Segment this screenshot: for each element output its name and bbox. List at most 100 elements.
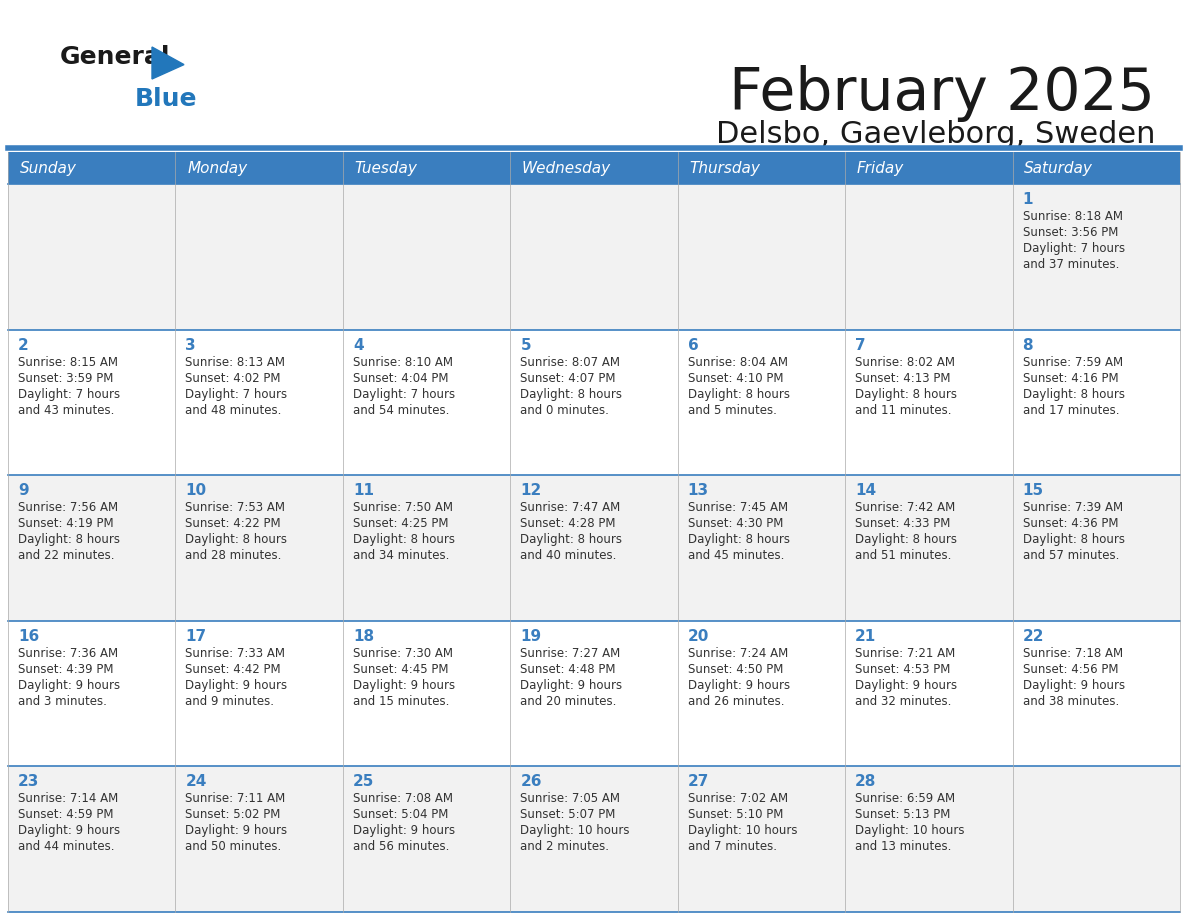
Text: and 45 minutes.: and 45 minutes. <box>688 549 784 562</box>
Text: Friday: Friday <box>857 161 904 175</box>
Text: Sunrise: 8:18 AM: Sunrise: 8:18 AM <box>1023 210 1123 223</box>
Text: 16: 16 <box>18 629 39 644</box>
Text: Sunset: 4:19 PM: Sunset: 4:19 PM <box>18 517 114 531</box>
Bar <box>1012 621 1180 767</box>
Polygon shape <box>152 47 184 79</box>
Bar <box>176 476 343 621</box>
Bar <box>677 152 845 184</box>
Text: Sunrise: 7:02 AM: Sunrise: 7:02 AM <box>688 792 788 805</box>
Text: Sunrise: 8:07 AM: Sunrise: 8:07 AM <box>520 355 620 369</box>
Bar <box>845 152 1012 184</box>
Bar <box>511 476 677 621</box>
Bar <box>511 621 677 767</box>
Text: Daylight: 9 hours: Daylight: 9 hours <box>688 678 790 692</box>
Text: and 5 minutes.: and 5 minutes. <box>688 404 777 417</box>
Text: Saturday: Saturday <box>1024 161 1093 175</box>
Text: Blue: Blue <box>135 87 197 111</box>
Text: Sunset: 4:28 PM: Sunset: 4:28 PM <box>520 517 615 531</box>
Bar <box>511 184 677 330</box>
Bar <box>343 152 511 184</box>
Text: Sunrise: 7:56 AM: Sunrise: 7:56 AM <box>18 501 118 514</box>
Text: Sunset: 4:30 PM: Sunset: 4:30 PM <box>688 517 783 531</box>
Text: Daylight: 8 hours: Daylight: 8 hours <box>520 533 623 546</box>
Text: and 38 minutes.: and 38 minutes. <box>1023 695 1119 708</box>
Bar <box>1012 767 1180 912</box>
Text: 10: 10 <box>185 483 207 498</box>
Text: 15: 15 <box>1023 483 1044 498</box>
Bar <box>845 476 1012 621</box>
Text: Sunset: 4:10 PM: Sunset: 4:10 PM <box>688 372 783 385</box>
Text: Sunset: 3:59 PM: Sunset: 3:59 PM <box>18 372 113 385</box>
Text: Sunrise: 8:10 AM: Sunrise: 8:10 AM <box>353 355 453 369</box>
Text: 19: 19 <box>520 629 542 644</box>
Text: Daylight: 7 hours: Daylight: 7 hours <box>18 387 120 400</box>
Text: Daylight: 9 hours: Daylight: 9 hours <box>185 824 287 837</box>
Text: Daylight: 8 hours: Daylight: 8 hours <box>688 387 790 400</box>
Text: Sunrise: 7:21 AM: Sunrise: 7:21 AM <box>855 647 955 660</box>
Text: Sunrise: 7:14 AM: Sunrise: 7:14 AM <box>18 792 119 805</box>
Text: and 44 minutes.: and 44 minutes. <box>18 840 114 854</box>
Text: 14: 14 <box>855 483 877 498</box>
Text: Sunset: 4:22 PM: Sunset: 4:22 PM <box>185 517 282 531</box>
Text: Daylight: 7 hours: Daylight: 7 hours <box>185 387 287 400</box>
Text: Daylight: 10 hours: Daylight: 10 hours <box>520 824 630 837</box>
Text: Monday: Monday <box>188 161 247 175</box>
Text: 22: 22 <box>1023 629 1044 644</box>
Text: Daylight: 9 hours: Daylight: 9 hours <box>353 824 455 837</box>
Text: Daylight: 9 hours: Daylight: 9 hours <box>520 678 623 692</box>
Bar <box>176 152 343 184</box>
Bar <box>845 330 1012 476</box>
Text: Sunrise: 8:15 AM: Sunrise: 8:15 AM <box>18 355 118 369</box>
Bar <box>677 476 845 621</box>
Text: Sunrise: 7:59 AM: Sunrise: 7:59 AM <box>1023 355 1123 369</box>
Text: Sunrise: 7:30 AM: Sunrise: 7:30 AM <box>353 647 453 660</box>
Text: 18: 18 <box>353 629 374 644</box>
Text: Delsbo, Gaevleborg, Sweden: Delsbo, Gaevleborg, Sweden <box>715 120 1155 149</box>
Text: and 15 minutes.: and 15 minutes. <box>353 695 449 708</box>
Bar <box>8 621 176 767</box>
Text: Daylight: 10 hours: Daylight: 10 hours <box>855 824 965 837</box>
Bar <box>845 621 1012 767</box>
Text: Thursday: Thursday <box>689 161 760 175</box>
Text: Sunrise: 7:33 AM: Sunrise: 7:33 AM <box>185 647 285 660</box>
Text: and 40 minutes.: and 40 minutes. <box>520 549 617 562</box>
Bar <box>511 767 677 912</box>
Text: Sunrise: 7:42 AM: Sunrise: 7:42 AM <box>855 501 955 514</box>
Text: and 57 minutes.: and 57 minutes. <box>1023 549 1119 562</box>
Text: and 20 minutes.: and 20 minutes. <box>520 695 617 708</box>
Text: 2: 2 <box>18 338 29 353</box>
Text: 5: 5 <box>520 338 531 353</box>
Text: and 17 minutes.: and 17 minutes. <box>1023 404 1119 417</box>
Bar <box>677 184 845 330</box>
Text: Daylight: 7 hours: Daylight: 7 hours <box>353 387 455 400</box>
Text: Sunset: 5:04 PM: Sunset: 5:04 PM <box>353 809 448 822</box>
Text: Daylight: 9 hours: Daylight: 9 hours <box>18 678 120 692</box>
Text: Sunset: 4:56 PM: Sunset: 4:56 PM <box>1023 663 1118 676</box>
Bar <box>8 767 176 912</box>
Text: 27: 27 <box>688 775 709 789</box>
Bar <box>343 767 511 912</box>
Text: Daylight: 8 hours: Daylight: 8 hours <box>688 533 790 546</box>
Text: Sunday: Sunday <box>20 161 76 175</box>
Text: Sunset: 4:04 PM: Sunset: 4:04 PM <box>353 372 448 385</box>
Bar <box>845 767 1012 912</box>
Text: Sunset: 3:56 PM: Sunset: 3:56 PM <box>1023 226 1118 239</box>
Text: Daylight: 7 hours: Daylight: 7 hours <box>1023 242 1125 255</box>
Text: 20: 20 <box>688 629 709 644</box>
Text: Sunrise: 8:02 AM: Sunrise: 8:02 AM <box>855 355 955 369</box>
Text: 1: 1 <box>1023 192 1034 207</box>
Bar <box>8 330 176 476</box>
Text: Daylight: 9 hours: Daylight: 9 hours <box>18 824 120 837</box>
Text: Sunset: 4:42 PM: Sunset: 4:42 PM <box>185 663 282 676</box>
Text: 11: 11 <box>353 483 374 498</box>
Text: 6: 6 <box>688 338 699 353</box>
Text: and 54 minutes.: and 54 minutes. <box>353 404 449 417</box>
Text: General: General <box>61 45 171 69</box>
Text: and 11 minutes.: and 11 minutes. <box>855 404 952 417</box>
Text: 21: 21 <box>855 629 877 644</box>
Text: Sunset: 5:10 PM: Sunset: 5:10 PM <box>688 809 783 822</box>
Text: Sunset: 4:45 PM: Sunset: 4:45 PM <box>353 663 448 676</box>
Bar <box>677 621 845 767</box>
Bar <box>1012 184 1180 330</box>
Text: and 7 minutes.: and 7 minutes. <box>688 840 777 854</box>
